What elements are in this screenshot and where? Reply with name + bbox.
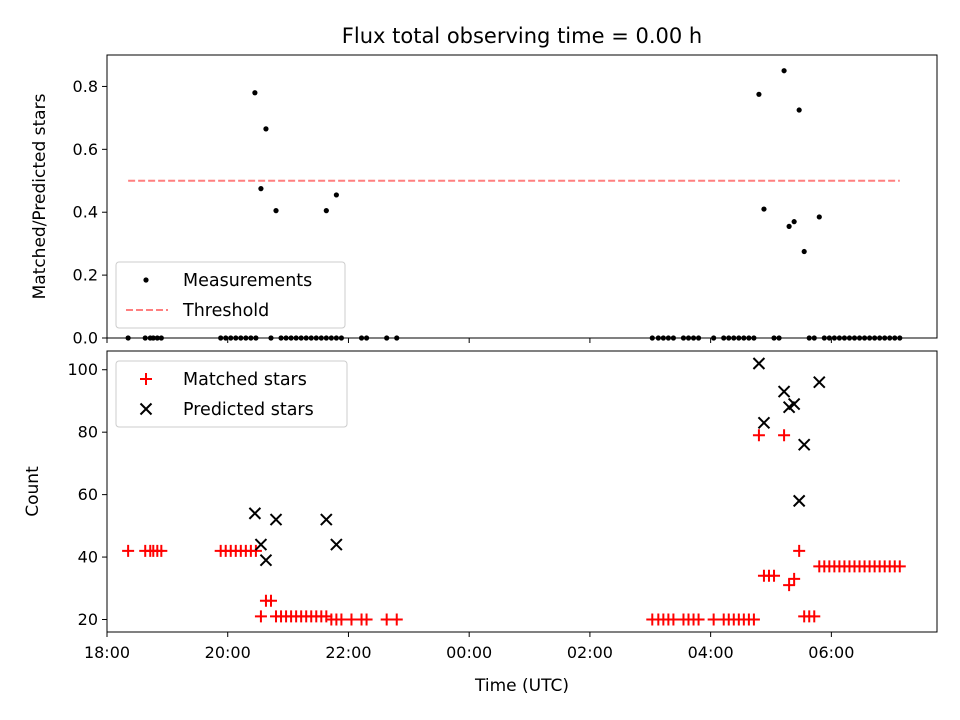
matched-star-point <box>768 569 781 582</box>
legend-label: Matched stars <box>183 370 307 390</box>
y-axis-label: Matched/Predicted stars <box>30 93 50 299</box>
chart-title: Flux total observing time = 0.00 h <box>342 24 702 48</box>
y-axis-label: Count <box>23 466 43 517</box>
plot-frame <box>106 350 938 633</box>
legend-box <box>115 261 346 329</box>
x-tick-label: 18:00 <box>84 643 130 662</box>
matched-star-point <box>788 572 801 585</box>
predicted-star-point <box>757 416 771 430</box>
predicted-star-point <box>777 385 791 398</box>
matched-star-point <box>893 560 906 573</box>
predicted-star-point <box>787 397 801 411</box>
legend-marker-x <box>139 402 153 416</box>
matched-star-point <box>793 544 806 557</box>
matched-star-point <box>249 544 262 557</box>
matched-star-point <box>390 613 403 626</box>
matched-star-point <box>747 613 760 626</box>
x-tick-label: 04:00 <box>688 643 734 662</box>
predicted-star-point <box>269 513 283 526</box>
predicted-star-point <box>792 494 806 508</box>
y-tick-label: 60 <box>78 485 98 504</box>
matched-star-point <box>707 613 720 626</box>
legend-marker-plus <box>140 373 152 385</box>
measurement-point <box>791 219 797 225</box>
matched-star-point <box>808 610 821 623</box>
x-tick-label: 20:00 <box>205 643 251 662</box>
predicted-star-point <box>330 538 343 551</box>
measurement-point <box>816 214 822 220</box>
legend-marker-dot <box>143 277 149 283</box>
matched-star-point <box>667 613 680 626</box>
predicted-star-point <box>797 438 811 451</box>
x-tick-label: 06:00 <box>808 643 854 662</box>
y-tick-label: 20 <box>78 610 98 629</box>
matched-star-point <box>360 613 373 626</box>
matched-star-point <box>752 429 765 442</box>
matched-star-point <box>692 613 705 626</box>
y-tick-label: 0.0 <box>73 329 98 348</box>
matched-star-point <box>778 429 791 442</box>
y-tick-label: 100 <box>67 360 98 379</box>
measurement-point <box>786 223 792 229</box>
count-panel: 20 40 60 80 100 18:00 20:00 22:00 00:00 02:00 04:0… <box>23 350 938 662</box>
x-tick-label: 02:00 <box>567 643 613 662</box>
predicted-star-point <box>254 538 268 551</box>
measurement-point <box>258 186 264 192</box>
predicted-star-point <box>320 513 333 526</box>
y-tick-label: 40 <box>78 548 98 567</box>
measurement-point <box>761 206 767 212</box>
legend-label: Measurements <box>183 271 312 291</box>
measurement-point <box>333 192 339 198</box>
y-tick-label: 0.6 <box>73 140 98 159</box>
legend-label: Threshold <box>182 301 269 321</box>
legend-box <box>115 360 348 428</box>
x-tick-label: 22:00 <box>325 643 371 662</box>
matched-star-point <box>254 610 267 623</box>
matched-star-point <box>122 544 135 557</box>
measurement-point <box>801 248 807 255</box>
legend-label: Predicted stars <box>183 400 314 420</box>
predicted-star-point <box>752 357 766 370</box>
x-tick-label: 00:00 <box>446 643 492 662</box>
measurement-point <box>252 90 258 96</box>
predicted-star-point <box>813 376 826 389</box>
ratio-panel: 0.0 0.2 0.4 0.6 0.8 Matched/Predicted stars Me… <box>30 54 938 348</box>
y-tick-label: 0.4 <box>73 203 98 222</box>
predicted-star-point <box>259 553 273 567</box>
x-axis-label: Time (UTC) <box>474 676 569 696</box>
y-tick-label: 0.2 <box>73 266 98 285</box>
y-tick-label: 80 <box>78 423 98 442</box>
measurement-point <box>781 68 787 74</box>
plot-frame <box>106 54 938 339</box>
matched-star-point <box>335 613 348 626</box>
matched-star-point <box>155 544 168 557</box>
predicted-star-point <box>248 507 262 520</box>
matched-star-point <box>380 613 393 626</box>
matched-star-point <box>345 613 358 626</box>
measurement-point <box>756 91 762 97</box>
matched-star-point <box>264 594 277 607</box>
measurement-point <box>796 107 802 113</box>
measurement-point <box>323 208 329 214</box>
measurement-point <box>273 208 279 214</box>
y-tick-label: 0.8 <box>73 77 98 96</box>
measurement-point <box>263 126 269 132</box>
matched-star-point <box>783 579 796 592</box>
